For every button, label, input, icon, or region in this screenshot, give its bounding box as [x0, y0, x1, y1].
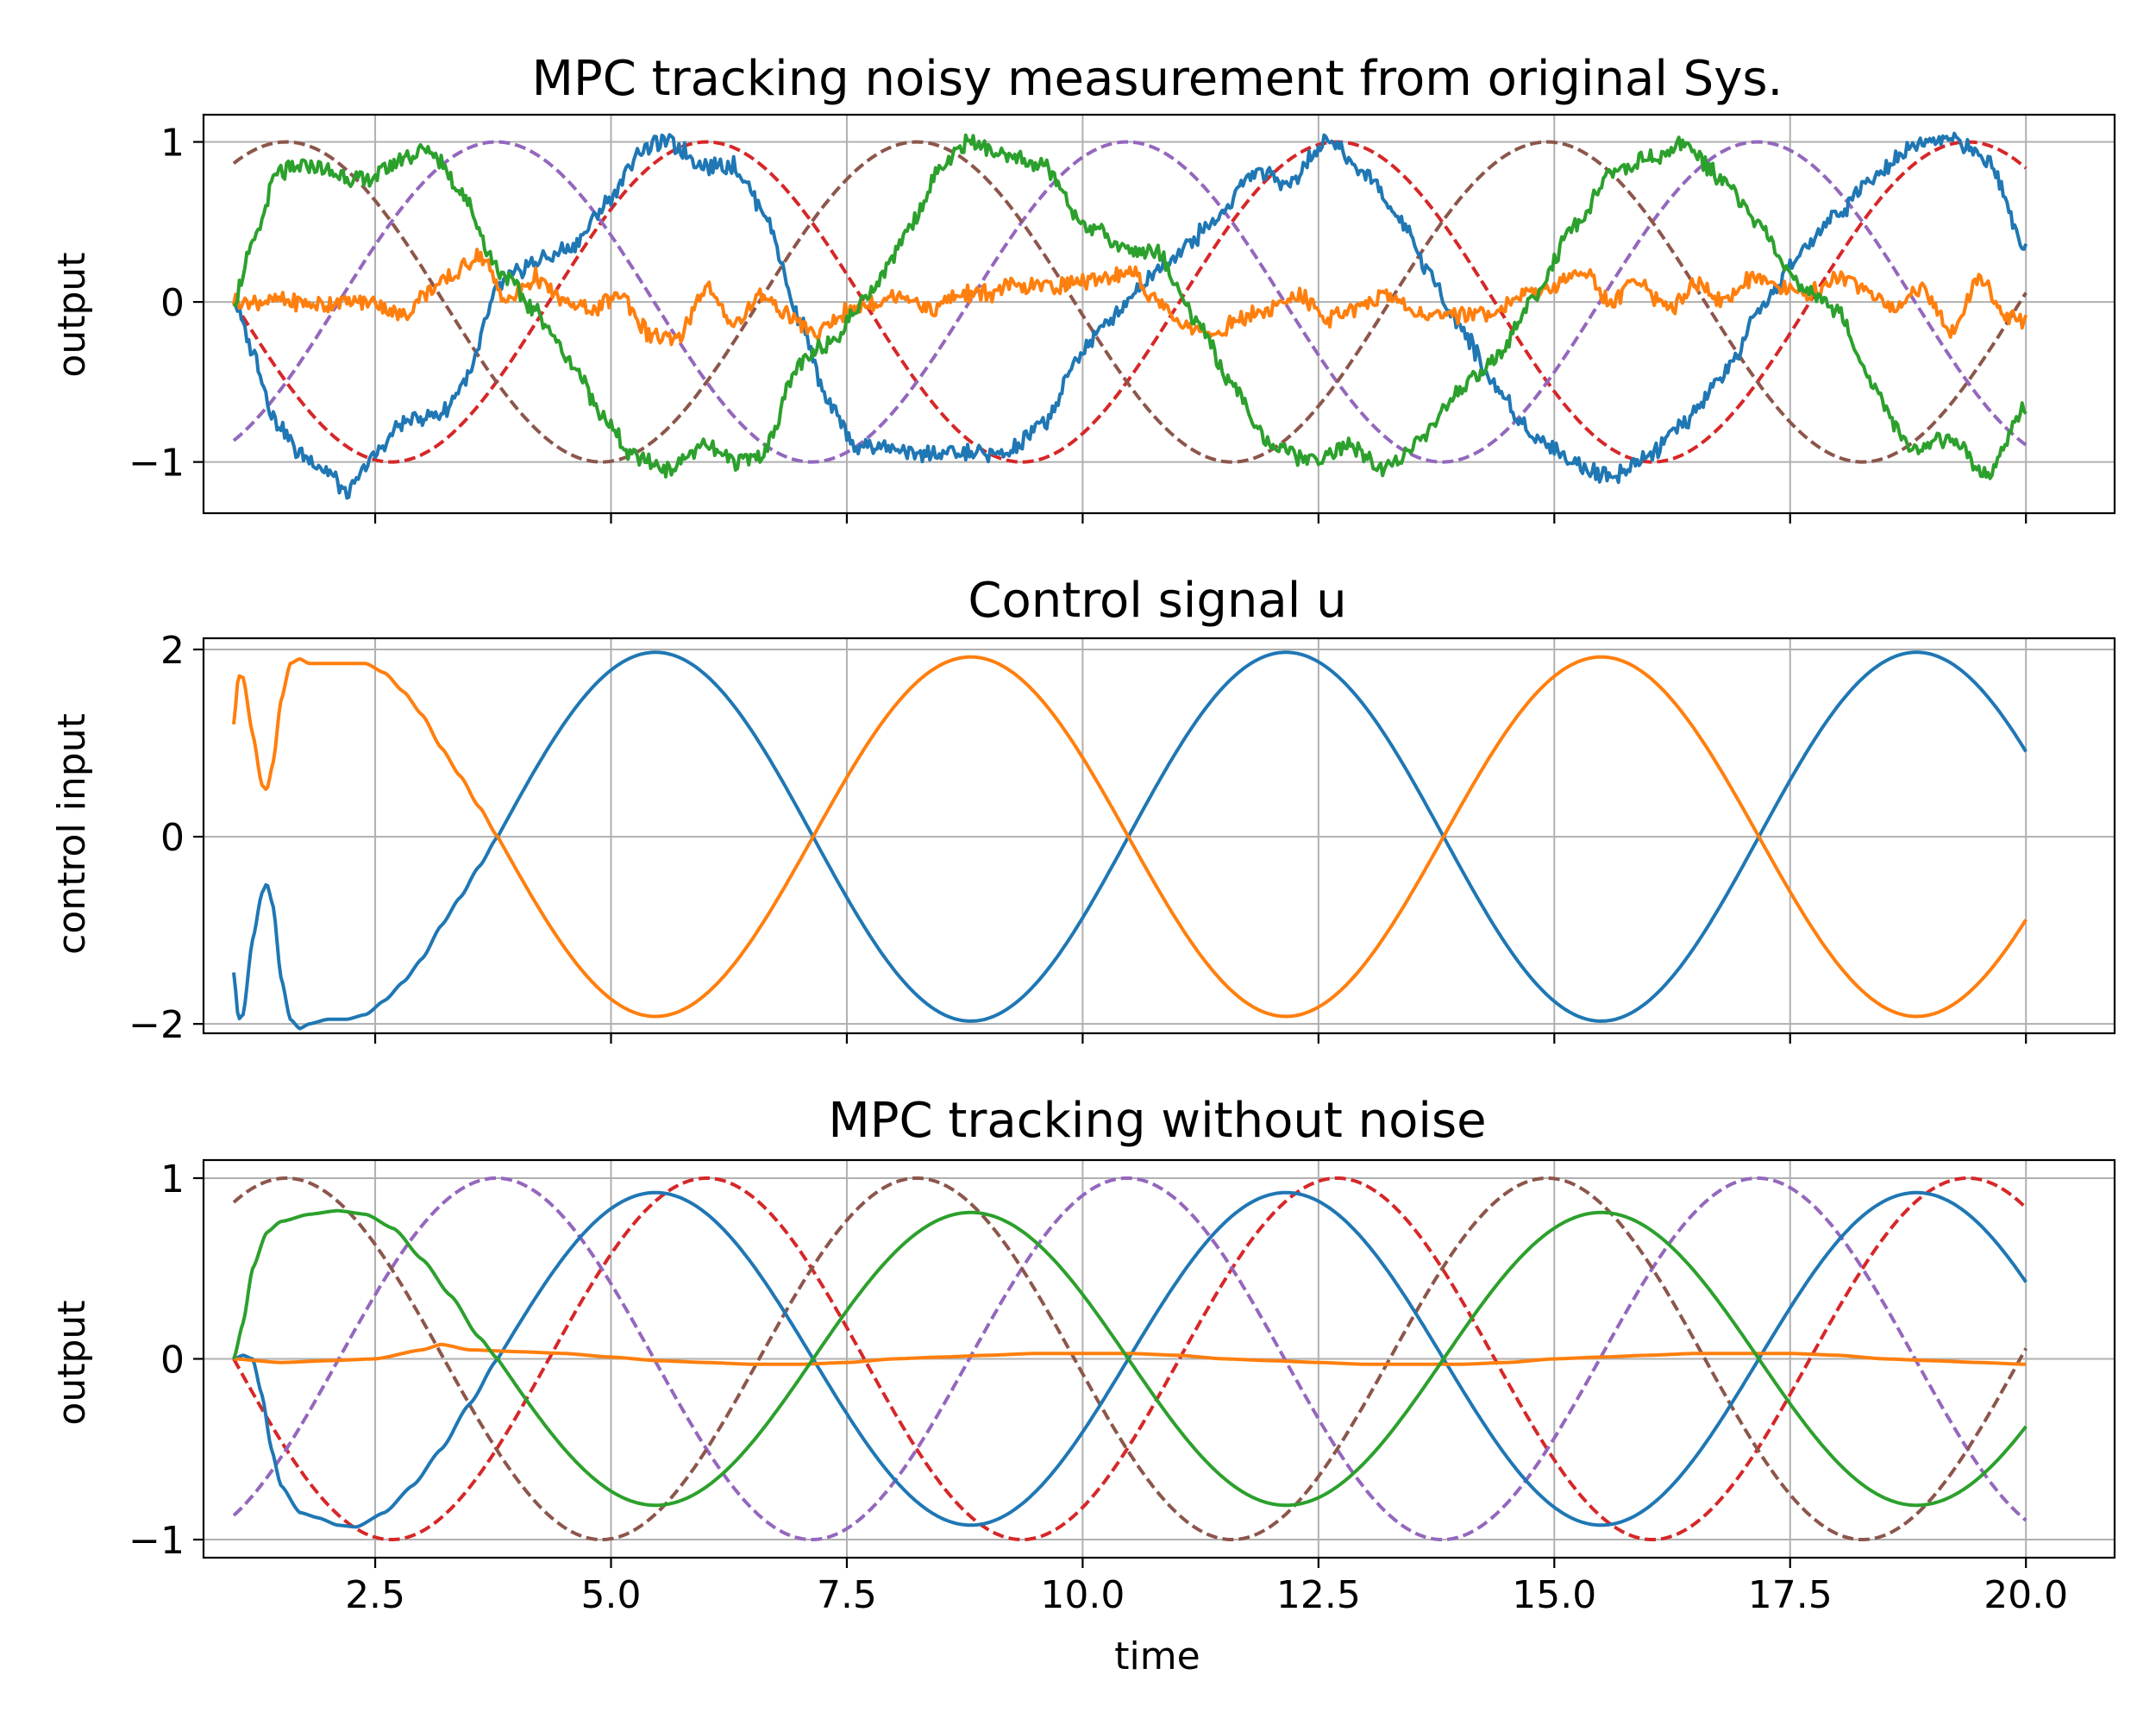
y-axis-label: output — [50, 1300, 94, 1425]
panel-noiseless-tracking: MPC tracking without noise output time 2… — [50, 1093, 2116, 1678]
series-line — [232, 1176, 2028, 1541]
y-tick-label: 1 — [160, 1157, 185, 1201]
y-tick-label: −2 — [128, 1003, 185, 1047]
series-line — [232, 1208, 2028, 1508]
series-line — [232, 248, 2028, 347]
x-tick-label: 5.0 — [581, 1573, 642, 1617]
x-tick-label: 12.5 — [1276, 1573, 1361, 1617]
x-tick-label: 17.5 — [1748, 1573, 1833, 1617]
series-line — [232, 140, 2028, 464]
grid — [204, 115, 2115, 513]
x-axis-label: time — [1114, 1634, 1200, 1678]
panel-control-signal: Control signal u control input −2 0 2 — [50, 573, 2116, 1047]
series-line — [232, 1176, 2028, 1541]
ticks: 2.5 5.0 7.5 10.0 12.5 15.0 17.5 20.0 −1 0 1 — [128, 1157, 2068, 1617]
plot-frame — [202, 113, 2116, 515]
series-line — [232, 655, 2028, 1019]
x-tick-label: 10.0 — [1040, 1573, 1125, 1617]
series-group — [232, 131, 2028, 500]
x-tick-label: 15.0 — [1512, 1573, 1596, 1617]
chart-title: MPC tracking without noise — [828, 1093, 1486, 1149]
series-line — [232, 131, 2028, 500]
grid — [204, 638, 2115, 1033]
series-line — [232, 133, 2028, 480]
y-tick-label: −1 — [128, 442, 185, 486]
y-tick-label: −1 — [128, 1519, 185, 1563]
x-tick-label: 20.0 — [1984, 1573, 2068, 1617]
x-tick-label: 2.5 — [345, 1573, 405, 1617]
y-tick-label: 0 — [160, 816, 185, 860]
y-tick-label: 0 — [160, 1339, 185, 1383]
y-tick-label: 0 — [160, 281, 185, 325]
series-line — [232, 140, 2028, 464]
series-line — [232, 650, 2028, 1031]
y-axis-label: output — [50, 252, 94, 377]
ticks: −1 0 1 — [128, 122, 2028, 524]
y-axis-label: control input — [50, 713, 94, 955]
series-line — [232, 140, 2028, 464]
series-group — [232, 1176, 2028, 1541]
ticks: −2 0 2 — [128, 629, 2028, 1047]
y-tick-label: 1 — [160, 122, 185, 166]
panel-noisy-tracking: MPC tracking noisy measurement from orig… — [50, 51, 2116, 524]
chart-title: MPC tracking noisy measurement from orig… — [532, 51, 1783, 107]
x-tick-label: 7.5 — [817, 1573, 877, 1617]
series-line — [233, 1190, 2028, 1529]
series-line — [233, 1342, 2027, 1366]
chart-title: Control signal u — [968, 573, 1346, 629]
series-group — [232, 650, 2028, 1031]
series-line — [232, 1176, 2028, 1541]
y-tick-label: 2 — [160, 629, 185, 673]
